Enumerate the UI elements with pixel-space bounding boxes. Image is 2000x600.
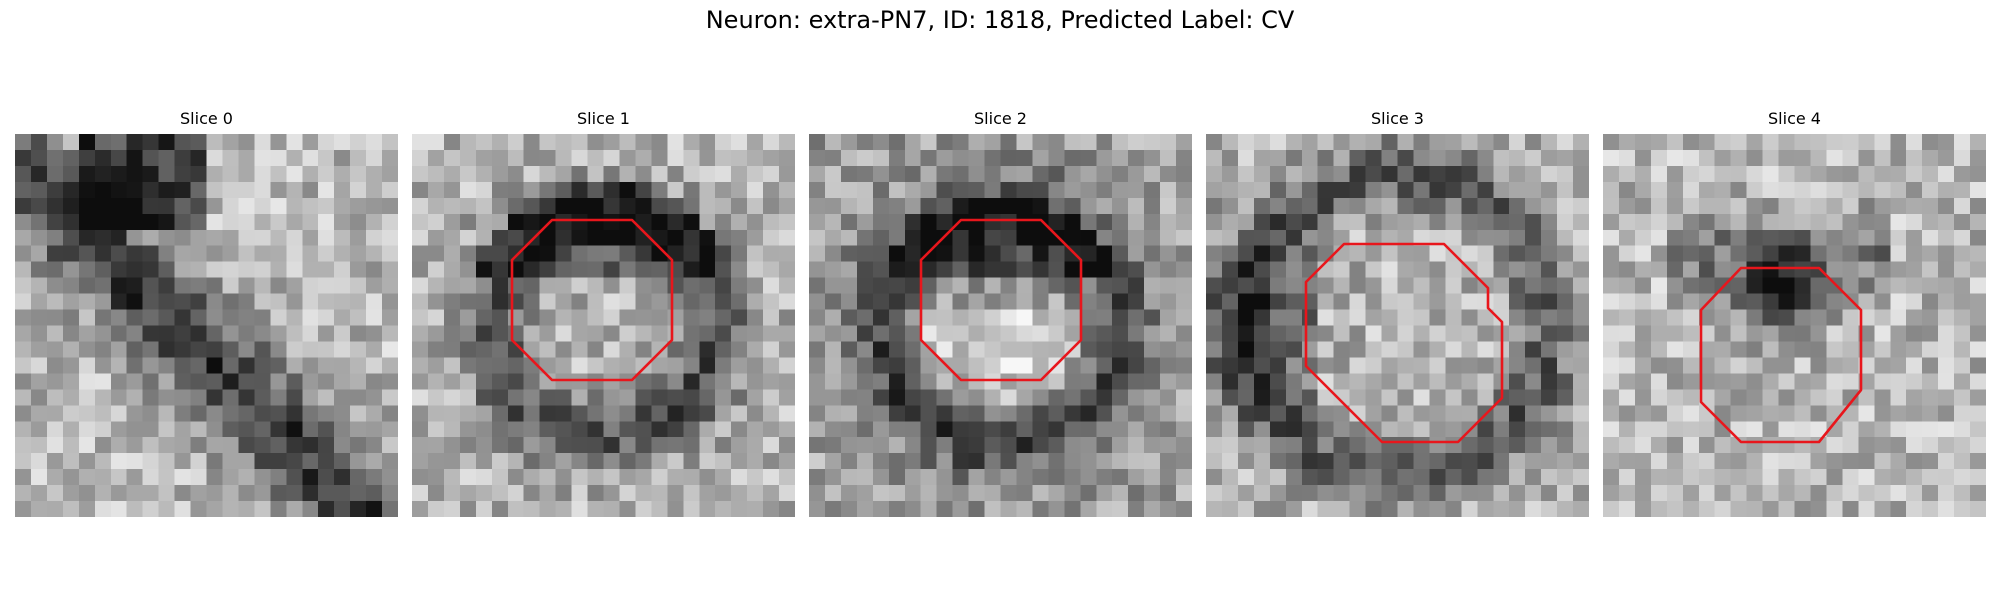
slice-panel-0: Slice 0 [15,109,398,517]
roi-contour [1304,242,1504,444]
figure-title: Neuron: extra-PN7, ID: 1818, Predicted L… [705,6,1295,34]
slice-title: Slice 4 [1768,109,1821,128]
overlay [510,218,674,382]
slice-panel-3: Slice 3 [1206,109,1589,517]
em-slice-image [1603,134,1986,517]
overlay [1699,266,1863,444]
slice-title: Slice 0 [180,109,233,128]
slice-panel-2: Slice 2 [809,109,1192,517]
overlay [919,218,1083,382]
roi-contour [510,218,674,382]
slice-panel-1: Slice 1 [412,109,795,517]
slice-title: Slice 3 [1371,109,1424,128]
slice-panel-4: Slice 4 [1603,109,1986,517]
roi-contour [1699,266,1863,444]
em-slice-image [1206,134,1589,517]
em-slice-image [15,134,398,517]
em-slice-image [412,134,795,517]
roi-contour [919,218,1083,382]
slice-title: Slice 2 [974,109,1027,128]
em-slice-image [809,134,1192,517]
slice-title: Slice 1 [577,109,630,128]
overlay [1304,242,1504,444]
